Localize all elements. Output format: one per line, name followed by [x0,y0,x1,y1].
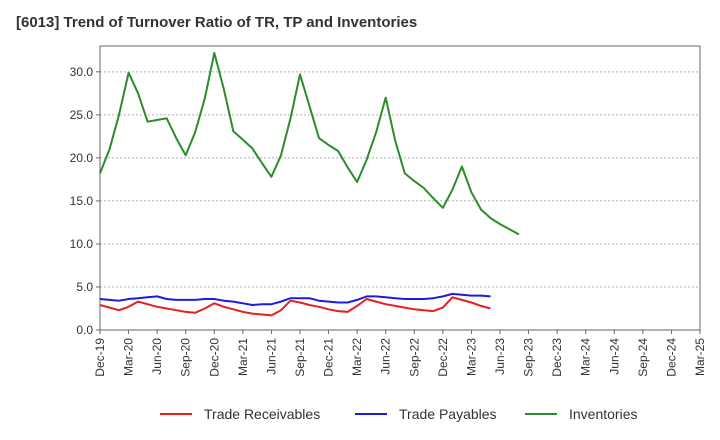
x-tick-label: Dec-23 [550,338,564,377]
legend-label: Inventories [569,406,637,422]
x-tick-label: Jun-21 [264,338,278,375]
x-tick-label: Jun-22 [379,338,393,375]
series-line-1 [99,292,491,306]
legend: Trade Receivables Trade Payables Inventori… [160,406,637,422]
x-tick-label: Mar-23 [464,338,478,376]
series-lines [99,51,520,317]
y-tick-label: 10.0 [70,237,94,251]
x-tick-label: Dec-24 [664,338,678,377]
y-tick-label: 20.0 [70,151,94,165]
y-tick-label: 30.0 [70,65,94,79]
x-tick-label: Dec-20 [207,338,221,377]
x-tick-label: Mar-22 [350,338,364,376]
x-tick-label: Jun-23 [493,338,507,375]
x-tick-label: Sep-24 [636,338,650,377]
axes [99,45,701,331]
x-axis-ticks: Dec-19 Mar-20 Jun-20 Sep-20 Dec-20 Mar-21 Jun-… [93,330,707,377]
y-axis-ticks: 0.0 5.0 10.0 15.0 20.0 25.0 30.0 [70,65,100,337]
plot-frame [99,45,701,331]
y-tick-label: 0.0 [76,323,93,337]
y-tick-label: 15.0 [70,194,94,208]
legend-label: Trade Payables [399,406,497,422]
x-tick-label: Jun-20 [150,338,164,375]
series-line-0 [99,296,491,317]
x-tick-label: Mar-20 [122,338,136,376]
y-tick-label: 25.0 [70,108,94,122]
series-line-2 [99,51,520,236]
x-tick-label: Sep-21 [293,338,307,377]
x-tick-label: Mar-21 [236,338,250,376]
x-tick-label: Mar-25 [693,338,707,376]
x-tick-label: Jun-24 [607,338,621,375]
x-tick-label: Dec-19 [93,338,107,377]
y-tick-label: 5.0 [76,280,93,294]
x-tick-label: Mar-24 [579,338,593,376]
gridlines [100,71,700,331]
chart-title: [6013] Trend of Turnover Ratio of TR, TP… [16,14,418,31]
legend-label: Trade Receivables [204,406,320,422]
x-tick-label: Sep-20 [179,338,193,377]
x-tick-label: Dec-21 [322,338,336,377]
x-tick-label: Sep-23 [522,338,536,377]
x-tick-label: Dec-22 [436,338,450,377]
x-tick-label: Sep-22 [407,338,421,377]
